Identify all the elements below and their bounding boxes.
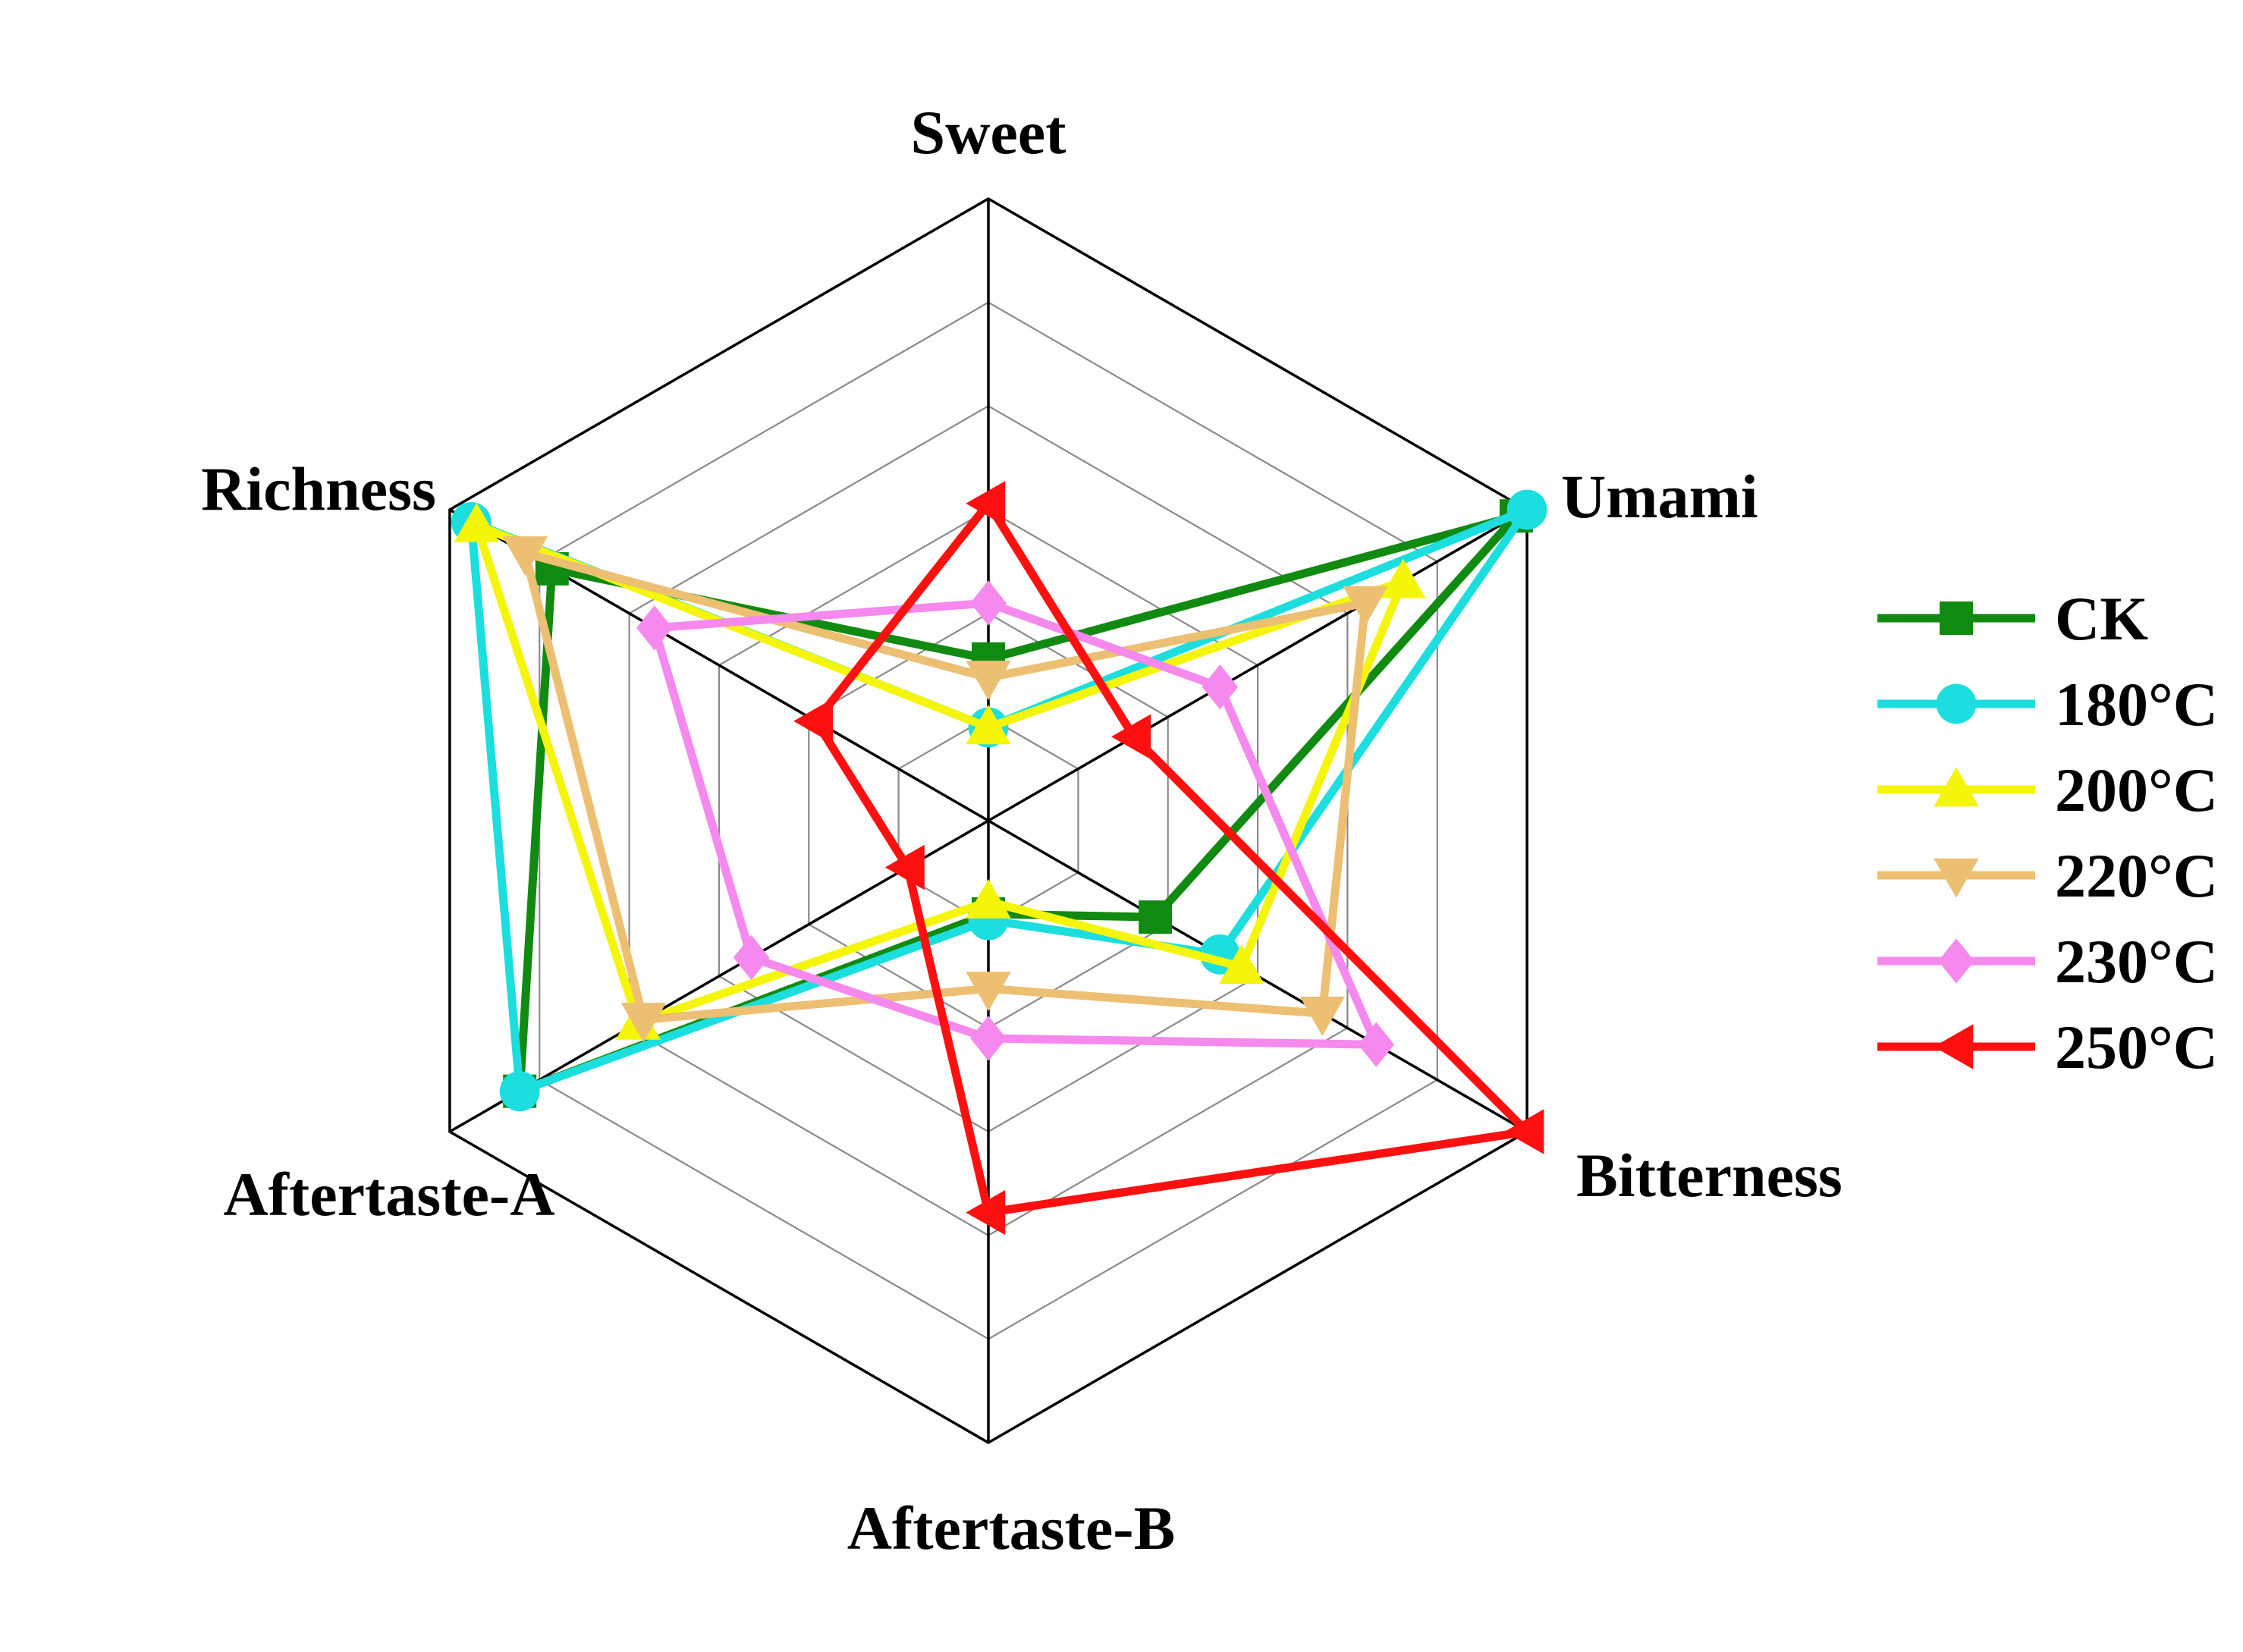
series-250c <box>793 481 1544 1236</box>
axis-spoke-umami <box>988 508 1528 822</box>
legend-label: 200°C <box>2055 755 2218 824</box>
legend-swatch-marker <box>1934 1024 1974 1069</box>
legend-item-ck: CK <box>1877 584 2148 653</box>
axis-labels: Sweet Umami Bitterness Aftertaste-B Aftertas… <box>201 98 1842 1562</box>
data-point-180c-umami <box>1506 489 1547 530</box>
data-point-230c-aftertaste-b <box>970 1016 1007 1061</box>
data-point-230c-umami <box>1202 664 1239 710</box>
data-point-220c-sweet <box>966 661 1011 701</box>
legend-swatch-marker <box>1934 767 1979 807</box>
data-point-250c-richness <box>793 699 833 744</box>
axis-label-bitterness: Bitterness <box>1576 1141 1842 1210</box>
legend-swatch-marker <box>1934 858 1979 898</box>
data-point-200c-umami <box>1381 558 1426 598</box>
legend: CK 180°C 200°C 220°C 230°C 250°C <box>1877 584 2218 1082</box>
series-200c <box>454 502 1426 1040</box>
data-point-230c-sweet <box>970 580 1007 626</box>
legend-swatch-marker <box>1938 938 1974 984</box>
legend-label: 220°C <box>2055 841 2218 910</box>
legend-label: 180°C <box>2055 670 2218 739</box>
data-point-220c-aftertaste-b <box>966 972 1011 1012</box>
radar-axes <box>448 199 1528 1443</box>
legend-item-220c: 220°C <box>1877 841 2218 910</box>
axis-label-sweet: Sweet <box>911 98 1067 167</box>
data-point-200c-bitterness <box>1219 944 1264 984</box>
legend-item-230c: 230°C <box>1877 927 2218 996</box>
data-point-ck-bitterness <box>1139 900 1173 934</box>
data-point-200c-sweet <box>966 705 1011 745</box>
legend-item-200c: 200°C <box>1877 755 2218 824</box>
data-point-230c-richness <box>636 605 673 651</box>
data-point-180c-aftertaste-a <box>499 1071 540 1112</box>
series-230c <box>636 580 1395 1067</box>
radar-series <box>451 481 1547 1236</box>
data-point-220c-umami <box>1343 586 1388 626</box>
axis-label-aftertaste-b: Aftertaste-B <box>847 1493 1176 1562</box>
legend-item-250c: 250°C <box>1877 1013 2218 1082</box>
legend-item-180c: 180°C <box>1877 670 2218 739</box>
legend-label: CK <box>2055 584 2148 653</box>
data-point-250c-sweet <box>966 481 1006 526</box>
axis-label-aftertaste-a: Aftertaste-A <box>223 1160 554 1229</box>
data-point-250c-bitterness <box>1504 1109 1544 1154</box>
legend-label: 250°C <box>2055 1013 2218 1082</box>
data-point-230c-aftertaste-a <box>733 934 770 981</box>
legend-label: 230°C <box>2055 927 2218 996</box>
series-220c <box>502 536 1388 1043</box>
data-point-200c-richness <box>454 502 500 542</box>
data-point-220c-aftertaste-a <box>620 1003 667 1043</box>
data-point-230c-bitterness <box>1358 1022 1395 1067</box>
axis-label-umami: Umami <box>1561 462 1758 531</box>
legend-swatch-marker <box>1940 601 1973 635</box>
data-point-250c-umami <box>1111 714 1151 759</box>
legend-swatch-marker <box>1936 683 1977 724</box>
data-point-250c-aftertaste-a <box>884 844 925 890</box>
axis-label-richness: Richness <box>201 454 436 523</box>
data-point-200c-aftertaste-b <box>966 878 1011 919</box>
data-point-220c-richness <box>502 536 548 576</box>
series-line-200c <box>472 521 1408 1027</box>
data-point-220c-bitterness <box>1299 996 1345 1036</box>
data-point-250c-aftertaste-b <box>966 1189 1006 1236</box>
